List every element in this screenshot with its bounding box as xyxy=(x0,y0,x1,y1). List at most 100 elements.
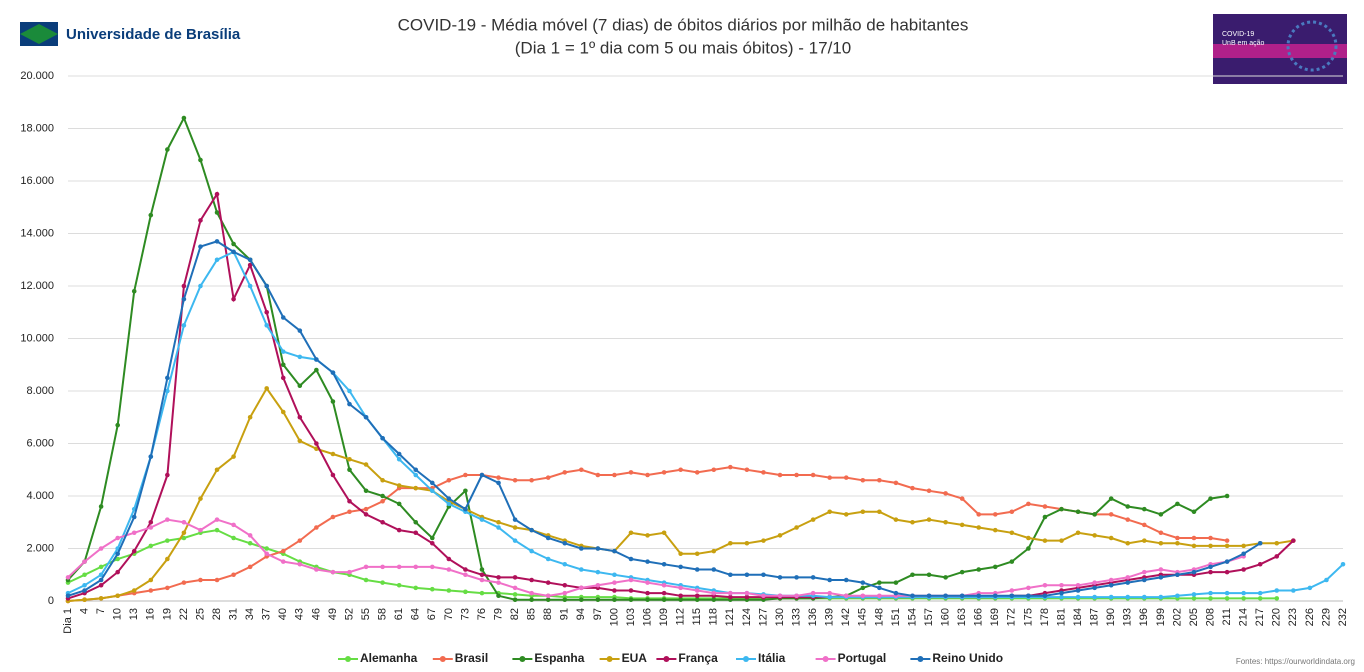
data-point xyxy=(545,597,551,602)
data-point xyxy=(198,577,203,583)
data-point xyxy=(479,567,485,572)
data-point xyxy=(1125,517,1131,522)
data-point xyxy=(446,588,452,593)
data-point xyxy=(198,218,203,223)
data-point xyxy=(678,593,683,599)
x-tick-label: 169 xyxy=(989,608,1001,626)
x-tick-label: 226 xyxy=(1304,608,1316,626)
data-point xyxy=(893,590,899,596)
data-point xyxy=(512,592,518,597)
data-point xyxy=(82,559,87,564)
x-tick-label: 124 xyxy=(741,608,753,626)
data-point xyxy=(1158,540,1164,546)
data-point xyxy=(247,533,253,538)
data-point xyxy=(959,593,965,599)
data-point xyxy=(363,488,369,494)
data-point xyxy=(661,530,667,536)
y-tick-label: 16.000 xyxy=(20,175,54,187)
data-point xyxy=(1125,504,1131,509)
data-point xyxy=(214,191,220,197)
data-point xyxy=(429,480,435,486)
data-point xyxy=(1092,512,1097,517)
data-point xyxy=(1158,594,1164,600)
data-point xyxy=(363,462,369,467)
legend-swatch-dot xyxy=(345,656,351,662)
data-point xyxy=(860,593,866,599)
data-point xyxy=(1224,590,1230,596)
data-point xyxy=(198,244,203,249)
data-point xyxy=(1274,540,1280,546)
data-point xyxy=(396,456,402,462)
data-point xyxy=(479,590,485,596)
data-point xyxy=(314,367,319,373)
data-point xyxy=(247,257,253,263)
data-point xyxy=(380,519,385,525)
data-point xyxy=(777,533,783,538)
data-point xyxy=(463,589,468,595)
legend-swatch-dot xyxy=(439,656,446,662)
data-point xyxy=(231,572,236,578)
data-point xyxy=(843,512,849,517)
series-line xyxy=(67,529,1277,600)
data-point xyxy=(744,540,750,546)
data-point xyxy=(678,564,683,570)
data-point xyxy=(330,514,336,520)
data-point xyxy=(115,422,120,428)
data-point xyxy=(1191,543,1197,549)
data-point xyxy=(98,564,104,570)
badge-virus xyxy=(1286,20,1338,72)
data-point xyxy=(396,527,402,533)
data-point xyxy=(347,509,352,515)
data-point xyxy=(943,491,948,496)
x-tick-label: 220 xyxy=(1271,608,1283,626)
data-point xyxy=(65,575,71,580)
data-point xyxy=(496,580,501,585)
data-point xyxy=(1324,577,1329,583)
x-tick-label: 112 xyxy=(675,608,687,626)
data-point xyxy=(198,283,203,289)
data-point xyxy=(976,593,982,599)
data-point xyxy=(380,564,385,570)
data-point xyxy=(396,501,402,507)
data-point xyxy=(628,577,634,583)
data-point xyxy=(694,567,700,572)
x-tick-label: 52 xyxy=(343,608,355,620)
data-point xyxy=(1224,493,1230,499)
x-tick-label: 76 xyxy=(476,608,488,620)
data-point xyxy=(827,577,832,583)
data-point xyxy=(363,564,369,570)
data-point xyxy=(479,572,485,578)
data-point xyxy=(247,283,253,289)
data-point xyxy=(992,593,998,599)
data-point xyxy=(148,212,154,218)
data-point xyxy=(628,530,634,536)
x-tick-label: Dia 1 xyxy=(62,608,74,634)
x-tick-label: 148 xyxy=(873,608,885,626)
x-tick-label: 229 xyxy=(1320,608,1332,626)
y-tick-label: 2.000 xyxy=(26,542,54,554)
data-point xyxy=(446,501,452,507)
data-point xyxy=(1191,569,1197,575)
x-tick-label: 196 xyxy=(1138,608,1150,626)
x-tick-label: 166 xyxy=(973,608,985,626)
data-point xyxy=(1125,594,1131,600)
data-point xyxy=(297,328,303,333)
data-point xyxy=(479,517,485,522)
data-point xyxy=(1075,594,1081,600)
logo-shape xyxy=(20,24,58,44)
data-point xyxy=(794,525,799,530)
data-point xyxy=(579,585,584,591)
legend-label: França xyxy=(678,651,718,665)
data-point xyxy=(214,239,220,244)
data-point xyxy=(446,477,452,483)
data-point xyxy=(496,519,501,525)
data-point xyxy=(579,467,584,473)
data-point xyxy=(1141,594,1147,600)
data-point xyxy=(165,556,170,562)
x-tick-label: 13 xyxy=(128,608,140,620)
data-point xyxy=(545,593,551,599)
data-point xyxy=(645,533,650,538)
x-tick-label: 10 xyxy=(112,608,124,620)
data-point xyxy=(214,257,220,263)
